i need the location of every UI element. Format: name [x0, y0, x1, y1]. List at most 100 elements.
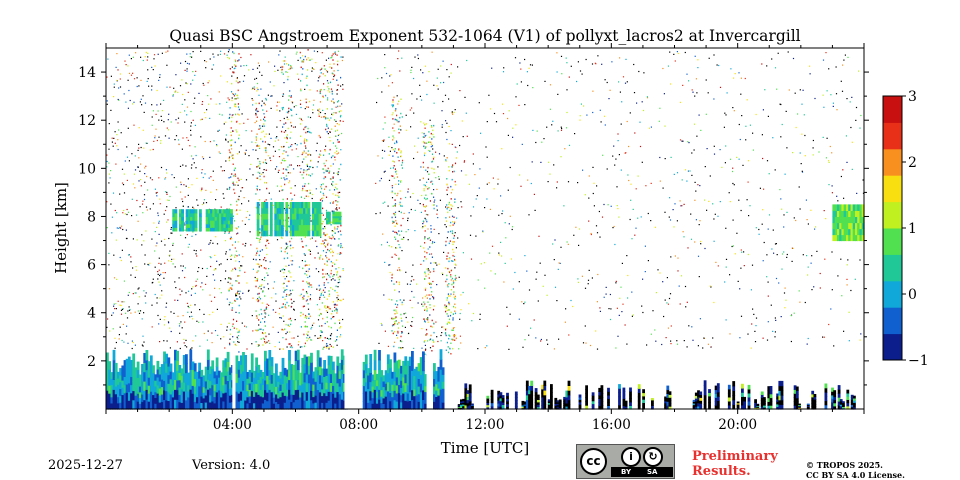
noise-pixel [448, 125, 450, 128]
noise-pixel [171, 174, 173, 176]
noise-pixel [619, 297, 621, 299]
streak-pixel [338, 238, 340, 240]
streak-pixel [265, 97, 267, 100]
data-cell [147, 393, 151, 402]
streak-pixel [236, 293, 238, 295]
data-cell [373, 349, 377, 361]
noise-pixel [121, 249, 123, 251]
streak-pixel [285, 265, 287, 267]
noise-pixel [160, 115, 162, 117]
noise-pixel [254, 78, 256, 80]
noise-pixel [157, 110, 159, 112]
noise-pixel [237, 290, 239, 292]
streak-pixel [282, 168, 285, 170]
noise-pixel [284, 160, 287, 162]
noise-pixel [831, 192, 833, 194]
noise-pixel [164, 244, 166, 246]
streak-pixel [306, 281, 308, 283]
streak-pixel [334, 51, 336, 53]
streak-pixel [340, 244, 342, 247]
noise-pixel [194, 146, 196, 148]
data-cell [250, 399, 254, 410]
noise-pixel [179, 165, 182, 167]
noise-pixel [497, 178, 499, 180]
streak-pixel [323, 83, 325, 85]
streak-pixel [302, 185, 304, 188]
noise-pixel [190, 311, 192, 313]
streak-pixel [331, 310, 333, 312]
noise-pixel [635, 227, 637, 229]
data-cell [435, 377, 438, 385]
data-cell [123, 368, 127, 377]
streak-pixel [302, 187, 304, 190]
noise-pixel [320, 116, 323, 118]
noise-pixel [115, 163, 117, 165]
noise-pixel [236, 181, 238, 183]
noise-pixel [280, 66, 282, 68]
noise-pixel [142, 95, 144, 97]
data-cell [285, 395, 289, 403]
noise-pixel [588, 175, 590, 177]
noise-pixel [220, 323, 222, 325]
streak-pixel [393, 330, 396, 333]
data-cell [389, 359, 392, 369]
noise-pixel [423, 136, 425, 138]
streak-pixel [451, 232, 453, 234]
noise-pixel [109, 330, 111, 332]
data-cell [261, 372, 265, 379]
noise-pixel [596, 232, 599, 234]
noise-pixel [279, 348, 281, 350]
noise-pixel [108, 148, 110, 150]
noise-pixel [175, 119, 177, 121]
data-cell [268, 369, 272, 381]
noise-pixel [125, 312, 127, 314]
noise-pixel [383, 139, 385, 141]
noise-pixel [413, 77, 415, 80]
streak-pixel [259, 264, 261, 267]
noise-pixel [524, 255, 526, 257]
noise-pixel [137, 166, 139, 168]
noise-pixel [333, 101, 335, 103]
streak-pixel [448, 206, 450, 209]
noise-pixel [234, 254, 236, 256]
streak-pixel [394, 322, 396, 325]
streak-pixel [283, 150, 285, 152]
data-cell [318, 357, 322, 367]
noise-pixel [222, 193, 224, 195]
streak-pixel [433, 261, 435, 264]
data-cell [419, 400, 423, 410]
noise-pixel [459, 335, 461, 337]
data-cell [228, 402, 232, 410]
noise-pixel [321, 52, 323, 54]
noise-pixel [128, 72, 131, 74]
noise-pixel [252, 68, 254, 70]
noise-pixel [763, 188, 765, 190]
streak-pixel [335, 183, 337, 185]
noise-pixel [300, 106, 302, 109]
noise-pixel [831, 185, 833, 187]
noise-pixel [252, 87, 254, 89]
streak-pixel [429, 339, 431, 341]
data-cell [305, 374, 309, 384]
streak-pixel [309, 336, 311, 339]
streak-pixel [392, 99, 394, 101]
streak-pixel [337, 63, 339, 66]
noise-pixel [110, 203, 112, 205]
streak-pixel [330, 165, 332, 167]
streak-pixel [325, 209, 328, 212]
noise-pixel [291, 200, 293, 202]
streak-pixel [231, 120, 233, 123]
noise-pixel [147, 69, 149, 71]
noise-pixel [254, 122, 256, 124]
noise-pixel [831, 289, 833, 291]
noise-pixel [634, 132, 636, 134]
streak-pixel [327, 170, 329, 172]
streak-pixel [426, 252, 428, 254]
noise-pixel [184, 110, 186, 112]
noise-pixel [609, 293, 611, 296]
noise-pixel [138, 157, 140, 159]
streak-pixel [399, 125, 401, 127]
noise-pixel [206, 339, 208, 341]
streak-pixel [230, 127, 232, 129]
data-cell [393, 399, 397, 410]
